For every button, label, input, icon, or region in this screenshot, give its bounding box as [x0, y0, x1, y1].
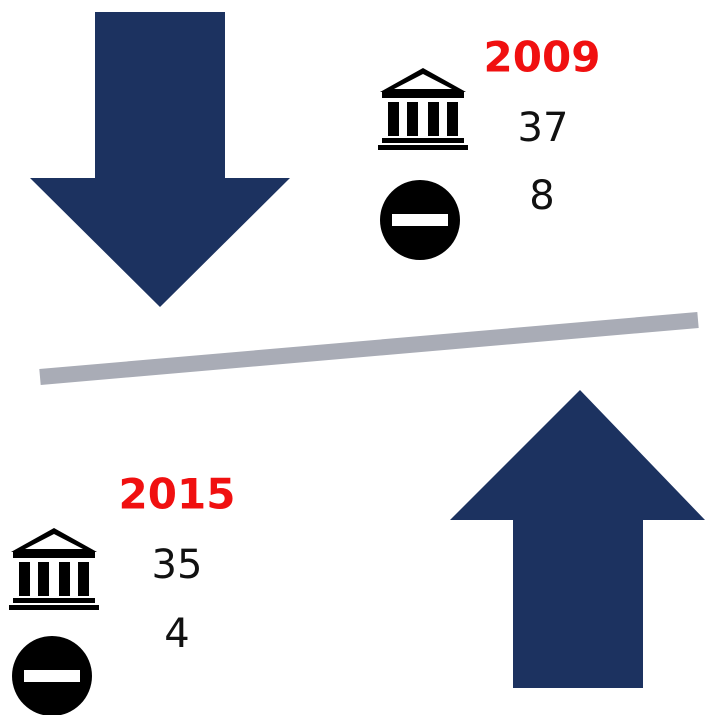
down-arrow — [30, 12, 290, 307]
year: 2009 — [484, 33, 601, 82]
year: 2015 — [119, 470, 236, 519]
blocked: 8 — [529, 173, 554, 219]
bank-icon — [9, 528, 99, 610]
bank-icon — [378, 68, 468, 150]
institutions: 37 — [518, 105, 569, 151]
panel-2015: 2015 35 4 — [9, 470, 235, 715]
no-entry-icon — [380, 180, 460, 260]
divider — [39, 312, 699, 385]
no-entry-icon — [12, 636, 92, 715]
up-arrow — [450, 390, 705, 688]
institutions: 35 — [152, 542, 203, 588]
panel-2009: 2009 37 8 — [378, 33, 601, 260]
blocked: 4 — [164, 611, 189, 657]
